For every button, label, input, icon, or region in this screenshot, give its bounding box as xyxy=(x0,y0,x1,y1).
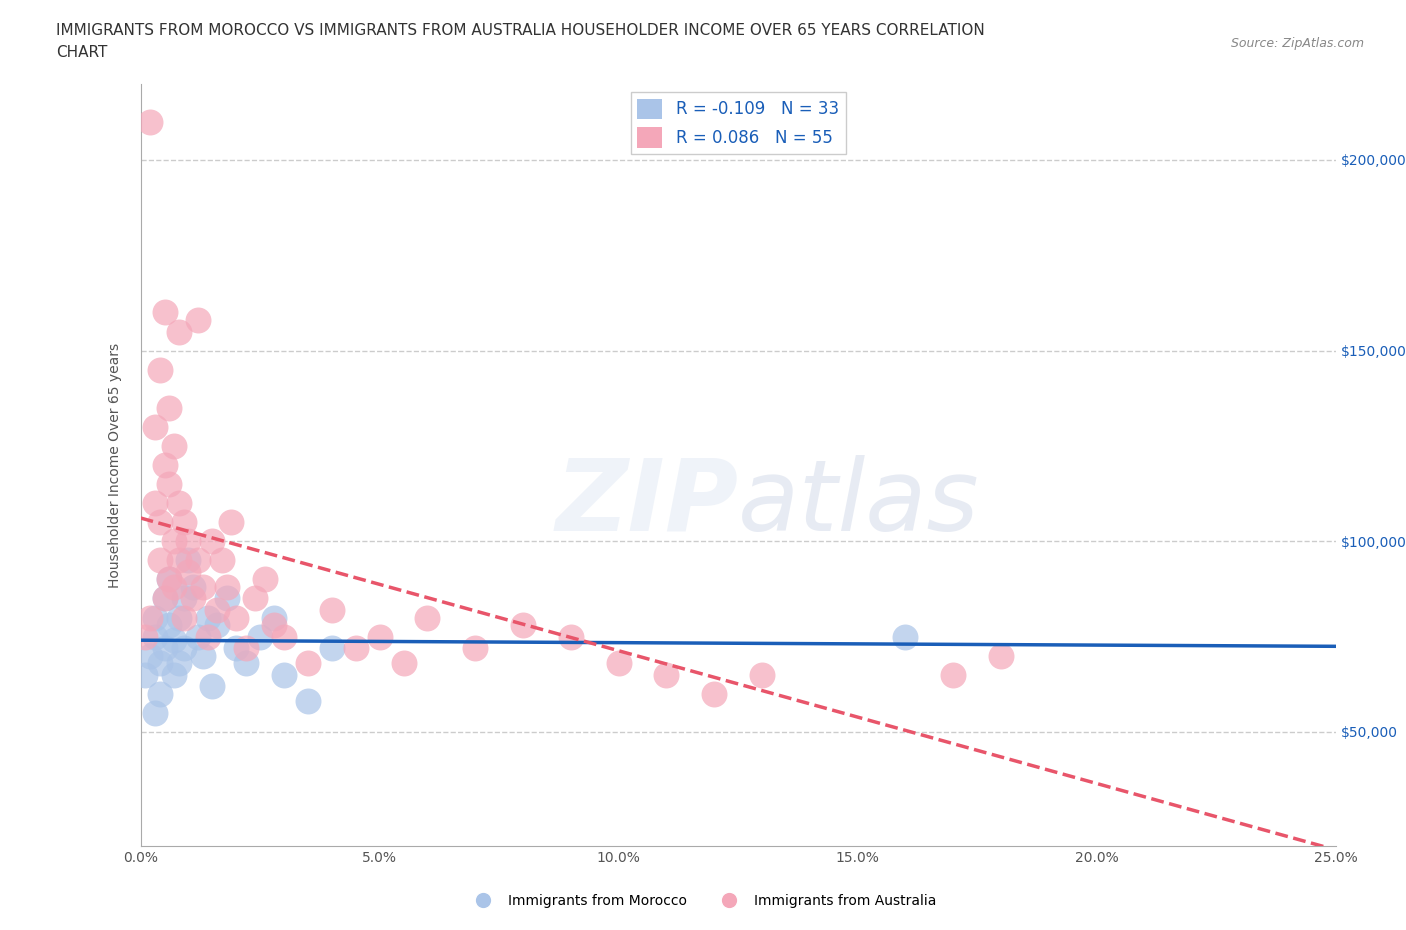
Point xyxy=(321,603,343,618)
Point xyxy=(235,641,257,656)
Point xyxy=(215,591,238,606)
Point xyxy=(139,114,162,129)
Point xyxy=(157,401,180,416)
Y-axis label: Householder Income Over 65 years: Householder Income Over 65 years xyxy=(108,342,122,588)
Point xyxy=(392,656,415,671)
Text: atlas: atlas xyxy=(738,455,980,551)
Point xyxy=(157,618,180,632)
Point xyxy=(153,591,176,606)
Point xyxy=(163,668,186,683)
Point xyxy=(344,641,367,656)
Point xyxy=(181,591,204,606)
Point xyxy=(263,610,285,625)
Point xyxy=(157,572,180,587)
Point xyxy=(703,686,725,701)
Point xyxy=(191,648,214,663)
Point xyxy=(201,679,224,694)
Point xyxy=(990,648,1012,663)
Text: ZIP: ZIP xyxy=(555,455,738,551)
Point xyxy=(167,552,190,567)
Point xyxy=(416,610,439,625)
Point xyxy=(205,618,228,632)
Point xyxy=(197,630,219,644)
Point xyxy=(225,641,247,656)
Point xyxy=(321,641,343,656)
Point xyxy=(751,668,773,683)
Point xyxy=(215,579,238,594)
Point xyxy=(143,630,166,644)
Point xyxy=(253,572,276,587)
Point xyxy=(187,552,209,567)
Point xyxy=(163,633,186,648)
Point xyxy=(163,439,186,454)
Point xyxy=(177,565,200,579)
Point xyxy=(464,641,486,656)
Text: Source: ZipAtlas.com: Source: ZipAtlas.com xyxy=(1230,37,1364,50)
Point xyxy=(197,610,219,625)
Point xyxy=(139,610,162,625)
Point xyxy=(163,579,186,594)
Point xyxy=(245,591,267,606)
Point xyxy=(143,496,166,511)
Point xyxy=(187,312,209,327)
Point xyxy=(167,610,190,625)
Point xyxy=(249,630,271,644)
Point xyxy=(139,648,162,663)
Point xyxy=(149,552,172,567)
Point xyxy=(273,668,295,683)
Legend: R = -0.109   N = 33, R = 0.086   N = 55: R = -0.109 N = 33, R = 0.086 N = 55 xyxy=(631,92,845,154)
Point xyxy=(153,591,176,606)
Point xyxy=(157,477,180,492)
Legend: Immigrants from Morocco, Immigrants from Australia: Immigrants from Morocco, Immigrants from… xyxy=(464,889,942,914)
Point xyxy=(149,363,172,378)
Point xyxy=(143,419,166,434)
Point xyxy=(163,534,186,549)
Point xyxy=(297,656,319,671)
Point xyxy=(225,610,247,625)
Point xyxy=(263,618,285,632)
Point xyxy=(297,694,319,709)
Point xyxy=(187,630,209,644)
Point xyxy=(894,630,917,644)
Point xyxy=(607,656,630,671)
Point xyxy=(177,534,200,549)
Point xyxy=(273,630,295,644)
Text: IMMIGRANTS FROM MOROCCO VS IMMIGRANTS FROM AUSTRALIA HOUSEHOLDER INCOME OVER 65 : IMMIGRANTS FROM MOROCCO VS IMMIGRANTS FR… xyxy=(56,23,986,38)
Point xyxy=(173,641,195,656)
Point xyxy=(167,496,190,511)
Point xyxy=(235,656,257,671)
Point xyxy=(149,686,172,701)
Point xyxy=(942,668,965,683)
Point xyxy=(177,552,200,567)
Point xyxy=(143,706,166,721)
Point xyxy=(512,618,534,632)
Point xyxy=(560,630,582,644)
Point xyxy=(134,630,156,644)
Point xyxy=(221,515,243,530)
Point xyxy=(181,579,204,594)
Point xyxy=(153,305,176,320)
Text: CHART: CHART xyxy=(56,45,108,60)
Point xyxy=(153,641,176,656)
Point xyxy=(143,610,166,625)
Point xyxy=(173,610,195,625)
Point xyxy=(201,534,224,549)
Point xyxy=(191,579,214,594)
Point xyxy=(655,668,678,683)
Point xyxy=(167,325,190,339)
Point xyxy=(205,603,228,618)
Point xyxy=(134,668,156,683)
Point xyxy=(167,656,190,671)
Point xyxy=(173,515,195,530)
Point xyxy=(149,656,172,671)
Point xyxy=(368,630,391,644)
Point xyxy=(149,515,172,530)
Point xyxy=(153,458,176,472)
Point xyxy=(173,591,195,606)
Point xyxy=(157,572,180,587)
Point xyxy=(211,552,233,567)
